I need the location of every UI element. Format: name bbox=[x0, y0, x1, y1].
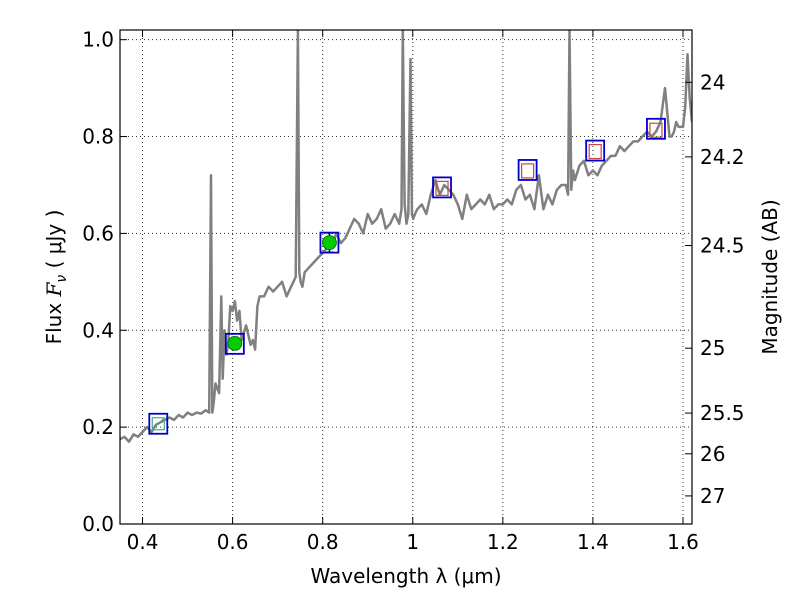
model-box bbox=[224, 332, 245, 355]
upper-limit-point bbox=[588, 143, 602, 160]
y2-tick-label: 27 bbox=[700, 484, 725, 508]
y2-tick-label: 25.5 bbox=[700, 401, 745, 425]
measured-point bbox=[322, 235, 337, 251]
first-point-marker bbox=[151, 417, 165, 431]
plot-frame bbox=[119, 29, 693, 525]
spectrum bbox=[120, 30, 692, 443]
x-tick-label: 0.8 bbox=[307, 530, 339, 554]
y-axis-label-prefix: Flux bbox=[42, 296, 66, 344]
y-axis-label-subscript: ν bbox=[54, 275, 70, 283]
y-tick-label: 0.2 bbox=[82, 415, 114, 439]
x-tick-label: 0.6 bbox=[217, 530, 249, 554]
upper-limit-point bbox=[435, 180, 449, 196]
x-axis-label: Wavelength λ (μm) bbox=[310, 564, 501, 588]
model-box bbox=[432, 176, 452, 199]
model-box bbox=[517, 159, 538, 181]
y-tick-label: 0.6 bbox=[82, 221, 114, 245]
axis-ticks: 0.4 0.6 0.8 1 1.2 1.4 1.6 0.0 0.2 0.4 0.6 0.8 1.0 24 2… bbox=[82, 28, 744, 554]
y2-tick-label: 24.2 bbox=[700, 145, 745, 169]
x-tick-label: 1 bbox=[406, 530, 419, 554]
y-tick-label: 0.0 bbox=[82, 512, 114, 536]
y2-tick-label: 25 bbox=[700, 336, 725, 360]
model-box bbox=[148, 412, 169, 435]
x-tick-label: 1.6 bbox=[667, 530, 699, 554]
upper-limit-point bbox=[649, 122, 663, 138]
x-tick-label: 1.2 bbox=[487, 530, 519, 554]
x-tick-label: 1.4 bbox=[577, 530, 609, 554]
spectrum-line bbox=[120, 30, 692, 443]
y-axis-label-symbol: F bbox=[42, 281, 66, 297]
y2-tick-label: 26 bbox=[700, 442, 725, 466]
first-point-marker-slash bbox=[152, 418, 164, 430]
y-tick-label: 1.0 bbox=[82, 28, 114, 52]
upper-limit-point bbox=[521, 163, 535, 179]
photometry-points bbox=[148, 117, 666, 435]
y-tick-label: 0.4 bbox=[82, 318, 114, 342]
y-axis-label-unit: ( μJy ) bbox=[42, 210, 66, 275]
y-tick-label: 0.8 bbox=[82, 125, 114, 149]
secondary-y-axis-label: Magnitude (AB) bbox=[758, 199, 782, 354]
y2-tick-label: 24.5 bbox=[700, 234, 745, 258]
y2-tick-label: 24 bbox=[700, 70, 725, 94]
model-box bbox=[585, 139, 606, 162]
y-axis-label: Flux Fν ( μJy ) bbox=[42, 210, 70, 345]
model-box bbox=[646, 117, 666, 140]
model-box bbox=[319, 231, 340, 254]
measured-point bbox=[227, 335, 243, 351]
grid bbox=[120, 30, 692, 525]
x-tick-label: 0.4 bbox=[127, 530, 159, 554]
